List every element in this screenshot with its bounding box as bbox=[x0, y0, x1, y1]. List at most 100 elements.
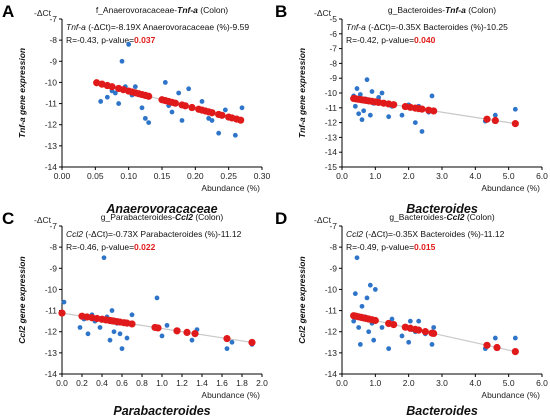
x-tick-label: 0.10 bbox=[120, 171, 137, 181]
data-point bbox=[372, 287, 378, 292]
y-tick-label: -8 bbox=[329, 58, 337, 68]
stats-text: R=-0.49, p-value= bbox=[346, 242, 414, 252]
data-point bbox=[429, 93, 435, 99]
x-axis-label: Abundance (%) bbox=[201, 390, 260, 400]
x-tick-label: 6.0 bbox=[536, 171, 548, 181]
p-value: 0.015 bbox=[414, 242, 436, 252]
x-tick-label: 0.6 bbox=[116, 378, 128, 388]
data-point bbox=[239, 105, 245, 111]
data-point bbox=[364, 295, 370, 301]
equation-gene: Tnf-a bbox=[346, 22, 366, 32]
data-point bbox=[389, 316, 395, 322]
data-point bbox=[146, 120, 152, 125]
equation-gene: Ccl2 bbox=[66, 229, 83, 239]
data-point bbox=[169, 109, 175, 115]
fitted-point bbox=[390, 320, 398, 329]
y-tick-label: -11 bbox=[45, 306, 57, 316]
y-tick-label: -12 bbox=[45, 120, 58, 130]
y-tick-label: -9 bbox=[49, 263, 57, 273]
fitted-point bbox=[511, 120, 519, 128]
data-point bbox=[367, 112, 373, 118]
y-tick-label: -14 bbox=[45, 162, 58, 172]
x-tick-label: 1.2 bbox=[176, 378, 188, 388]
data-point bbox=[77, 325, 83, 330]
y-tick-label: -14 bbox=[325, 147, 338, 157]
fitted-point bbox=[173, 327, 181, 335]
x-tick-label: 2.0 bbox=[403, 171, 415, 181]
data-point bbox=[85, 331, 91, 337]
y-tick-label: -12 bbox=[45, 327, 58, 337]
y-tick-label: -10 bbox=[45, 284, 58, 294]
p-value: 0.040 bbox=[414, 35, 436, 45]
y-tick-label: -6 bbox=[329, 29, 337, 39]
x-tick-label: 1.0 bbox=[369, 378, 381, 388]
y-tick-label: -11 bbox=[325, 103, 337, 113]
data-point bbox=[129, 312, 135, 318]
fitted-point bbox=[430, 107, 438, 115]
correlation-stats: R=-0.42, p-value=0.040 bbox=[346, 35, 436, 45]
data-point bbox=[162, 80, 168, 85]
data-point bbox=[229, 339, 235, 345]
title-suffix: (Colon) bbox=[466, 5, 496, 15]
data-point bbox=[117, 331, 123, 337]
data-point bbox=[189, 337, 195, 343]
title-gene: Ccl2 bbox=[446, 212, 464, 222]
equation-gene: Ccl2 bbox=[346, 229, 363, 239]
data-point bbox=[176, 90, 182, 96]
data-point bbox=[359, 303, 365, 309]
x-tick-label: 1.4 bbox=[196, 378, 208, 388]
y-tick-label: -8 bbox=[49, 35, 57, 45]
data-point bbox=[431, 325, 437, 330]
title-prefix: g_Bacteroides- bbox=[389, 212, 446, 222]
y-tick-label: -10 bbox=[325, 284, 338, 294]
data-point bbox=[359, 117, 365, 123]
data-point bbox=[119, 346, 125, 352]
y-tick-label: -7 bbox=[329, 221, 337, 231]
fitted-point bbox=[248, 338, 256, 347]
data-point bbox=[416, 318, 422, 324]
fitted-point bbox=[491, 116, 499, 125]
y-axis-label: Ccl2 gene expression bbox=[297, 256, 307, 343]
x-tick-label: 0.0 bbox=[336, 171, 348, 181]
y-tick-label: -11 bbox=[325, 306, 337, 316]
y-tick-label: -8 bbox=[49, 242, 57, 252]
panel-c: C -7 -8 -9 -10 -11 -12 -13 -140.0 0.2 0.4 0.6 0.8 1.0… bbox=[2, 209, 268, 418]
y-tick-label: -11 bbox=[45, 99, 57, 109]
equation-body: (-ΔCt)=-0.35X Bacteroides (%)-10.25 bbox=[366, 22, 508, 32]
data-point bbox=[367, 282, 373, 288]
y-tick-label: -7 bbox=[49, 14, 57, 24]
x-tick-label: 1.8 bbox=[236, 378, 248, 388]
x-axis-label: Abundance (%) bbox=[481, 390, 540, 400]
title-suffix: (Colon) bbox=[464, 212, 494, 222]
fitted-point bbox=[418, 105, 426, 113]
y-tick-label: -13 bbox=[45, 348, 58, 358]
data-point bbox=[116, 101, 122, 106]
p-value: 0.022 bbox=[134, 242, 156, 252]
data-point bbox=[186, 86, 192, 92]
x-tick-label: 0.30 bbox=[254, 171, 271, 181]
x-tick-label: 0.15 bbox=[154, 171, 171, 181]
fitted-point bbox=[128, 320, 136, 328]
regression-equation: Tnf-a (-ΔCt)=-0.35X Bacteroides (%)-10.2… bbox=[346, 22, 508, 32]
data-point bbox=[386, 346, 392, 352]
chart-title: f_Anaerovoracaceae-Tnf-a (Colon) bbox=[96, 5, 228, 15]
regression-equation: Ccl2 (-ΔCt)=-0.35X Bacteroides (%)-11.12 bbox=[346, 229, 505, 239]
data-point bbox=[361, 108, 367, 114]
taxon-label: Bacteroides bbox=[406, 202, 478, 216]
y-tick-label: -13 bbox=[45, 141, 58, 151]
fitted-point bbox=[181, 102, 189, 110]
y-tick-label: -7 bbox=[49, 221, 57, 231]
y-tick-label: -5 bbox=[329, 14, 337, 24]
data-point bbox=[154, 295, 160, 301]
y-axis-unit: -ΔCt bbox=[314, 215, 332, 225]
x-tick-label: 0.05 bbox=[87, 171, 104, 181]
data-point bbox=[406, 339, 412, 345]
x-tick-label: 1.6 bbox=[216, 378, 228, 388]
data-point bbox=[209, 118, 215, 123]
title-suffix: (Colon) bbox=[198, 5, 228, 15]
title-suffix: (Colon) bbox=[193, 212, 223, 222]
y-axis-label: Ccl2 gene expression bbox=[17, 256, 27, 343]
fitted-point bbox=[218, 111, 226, 119]
data-point bbox=[407, 318, 413, 324]
